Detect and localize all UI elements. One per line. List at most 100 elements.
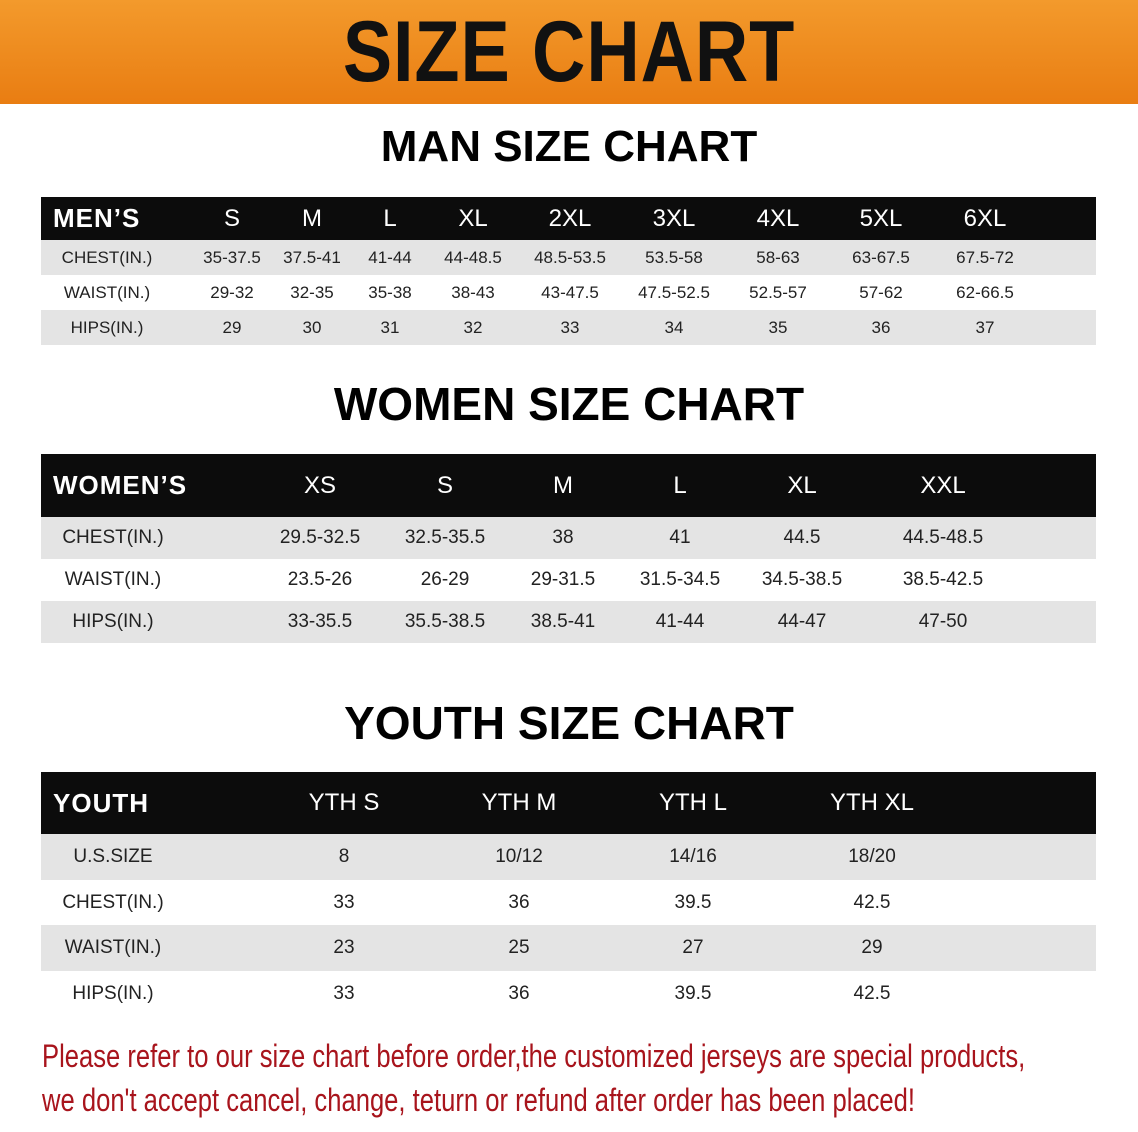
table-cell: 23 — [333, 937, 355, 958]
banner-title: SIZE CHART — [342, 4, 796, 100]
table-cell: 48.5-53.5 — [534, 248, 606, 267]
table-cell: 44-47 — [777, 611, 827, 632]
table-row: HIPS(IN.) 33 36 39.5 42.5 — [41, 971, 1096, 1017]
row-label: HIPS(IN.) — [72, 611, 154, 632]
table-row: CHEST(IN.) 33 36 39.5 42.5 — [41, 880, 1096, 926]
table-row: WAIST(IN.) 29-32 32-35 35-38 38-43 43-47.5 47.… — [41, 275, 1096, 310]
size-header-2xl: 2XL — [548, 205, 592, 232]
men-section-title: MAN SIZE CHART — [380, 122, 758, 171]
women-size-table: WOMEN’S XS S M L XL XXL CHEST(IN.) 29.5-32.5 32.5… — [41, 454, 1096, 643]
table-cell: 32-35 — [290, 283, 334, 302]
table-cell: 43-47.5 — [541, 283, 599, 302]
table-cell: 58-63 — [756, 248, 800, 267]
size-header-6xl: 6XL — [963, 205, 1007, 232]
size-header-m: M — [302, 205, 322, 232]
size-header-4xl: 4XL — [756, 205, 800, 232]
size-header-s: S — [436, 472, 454, 499]
size-header-xl: XL — [458, 205, 488, 232]
size-header-l: L — [383, 205, 397, 232]
table-cell: 57-62 — [859, 283, 903, 302]
table-row: U.S.SIZE 8 10/12 14/16 18/20 — [41, 834, 1096, 880]
row-label: U.S.SIZE — [73, 846, 153, 867]
women-header-label: WOMEN’S — [53, 470, 188, 500]
table-cell: 42.5 — [853, 982, 891, 1004]
table-cell: 47-50 — [918, 611, 968, 632]
table-cell: 44.5-48.5 — [902, 527, 984, 548]
table-cell: 39.5 — [674, 982, 712, 1004]
table-cell: 14/16 — [669, 846, 717, 867]
table-cell: 29 — [222, 318, 242, 337]
table-cell: 32.5-35.5 — [404, 527, 486, 548]
size-header-3xl: 3XL — [652, 205, 696, 232]
row-label: WAIST(IN.) — [64, 937, 162, 958]
youth-size-table: YOUTH YTH S YTH M YTH L YTH XL U.S.SIZE 8 10/12… — [41, 772, 1096, 1016]
table-cell: 34 — [664, 318, 684, 337]
table-cell: 41-44 — [368, 248, 412, 267]
table-row: CHEST(IN.) 29.5-32.5 32.5-35.5 38 41 44.5 44.5… — [41, 517, 1096, 559]
table-cell: 23.5-26 — [287, 569, 353, 590]
note-line-1: Please refer to our size chart before or… — [42, 1038, 1026, 1074]
table-cell: 10/12 — [495, 846, 543, 867]
table-cell: 33 — [333, 891, 355, 913]
table-cell: 30 — [302, 318, 322, 337]
table-cell: 34.5-38.5 — [761, 569, 843, 590]
table-cell: 39.5 — [674, 891, 712, 913]
table-cell: 35.5-38.5 — [404, 611, 486, 632]
men-header-row: MEN’S S M L XL 2XL 3XL 4XL 5XL 6XL — [41, 197, 1096, 240]
table-cell: 62-66.5 — [956, 283, 1014, 302]
table-cell: 41-44 — [655, 611, 705, 632]
size-header-yth-s: YTH S — [308, 789, 380, 816]
table-cell: 26-29 — [420, 569, 470, 590]
table-cell: 38.5-42.5 — [902, 569, 984, 590]
note-line-2: we don't accept cancel, change, teturn o… — [42, 1082, 915, 1118]
table-cell: 44-48.5 — [444, 248, 502, 267]
size-header-yth-l: YTH L — [658, 789, 728, 816]
table-cell: 31 — [380, 318, 400, 337]
table-cell: 29 — [861, 937, 883, 958]
row-label: CHEST(IN.) — [61, 248, 153, 267]
size-header-yth-m: YTH M — [481, 789, 557, 816]
size-header-s: S — [223, 205, 241, 232]
table-cell: 35 — [768, 318, 788, 337]
size-header-xl: XL — [787, 472, 817, 499]
table-cell: 44.5 — [783, 527, 821, 548]
table-cell: 53.5-58 — [645, 248, 703, 267]
table-cell: 67.5-72 — [956, 248, 1014, 267]
row-label: CHEST(IN.) — [62, 527, 164, 548]
table-cell: 38.5-41 — [530, 611, 596, 632]
table-cell: 36 — [508, 891, 530, 913]
men-size-table: MEN’S S M L XL 2XL 3XL 4XL 5XL 6XL CHEST(IN.) 35-37… — [41, 197, 1096, 345]
table-cell: 33-35.5 — [287, 611, 353, 632]
banner: SIZE CHART — [0, 0, 1138, 104]
size-header-xs: XS — [303, 472, 337, 499]
table-cell: 29.5-32.5 — [279, 527, 361, 548]
size-header-5xl: 5XL — [859, 205, 903, 232]
table-cell: 36 — [508, 982, 530, 1004]
table-cell: 35-37.5 — [203, 248, 261, 267]
table-cell: 37 — [975, 318, 995, 337]
table-row: HIPS(IN.) 29 30 31 32 33 34 35 36 37 — [41, 310, 1096, 345]
size-header-yth-xl: YTH XL — [829, 789, 915, 816]
table-row: WAIST(IN.) 23 25 27 29 — [41, 925, 1096, 971]
table-cell: 63-67.5 — [852, 248, 910, 267]
table-cell: 41 — [669, 527, 691, 548]
table-cell: 35-38 — [368, 283, 412, 302]
women-header-row: WOMEN’S XS S M L XL XXL — [41, 454, 1096, 517]
table-cell: 38-43 — [451, 283, 495, 302]
row-label: HIPS(IN.) — [72, 982, 154, 1004]
row-label: CHEST(IN.) — [62, 891, 164, 913]
size-header-m: M — [553, 472, 573, 499]
row-label: WAIST(IN.) — [63, 283, 151, 302]
table-cell: 29-32 — [210, 283, 254, 302]
size-header-l: L — [673, 472, 687, 499]
table-cell: 25 — [508, 937, 530, 958]
table-cell: 33 — [333, 982, 355, 1004]
size-header-xxl: XXL — [920, 472, 966, 499]
youth-header-label: YOUTH — [53, 788, 149, 818]
table-cell: 27 — [682, 937, 704, 958]
table-cell: 29-31.5 — [530, 569, 596, 590]
youth-section-title: YOUTH SIZE CHART — [344, 697, 794, 749]
table-cell: 18/20 — [848, 846, 896, 867]
youth-header-row: YOUTH YTH S YTH M YTH L YTH XL — [41, 772, 1096, 834]
table-row: WAIST(IN.) 23.5-26 26-29 29-31.5 31.5-34.5 34… — [41, 559, 1096, 601]
